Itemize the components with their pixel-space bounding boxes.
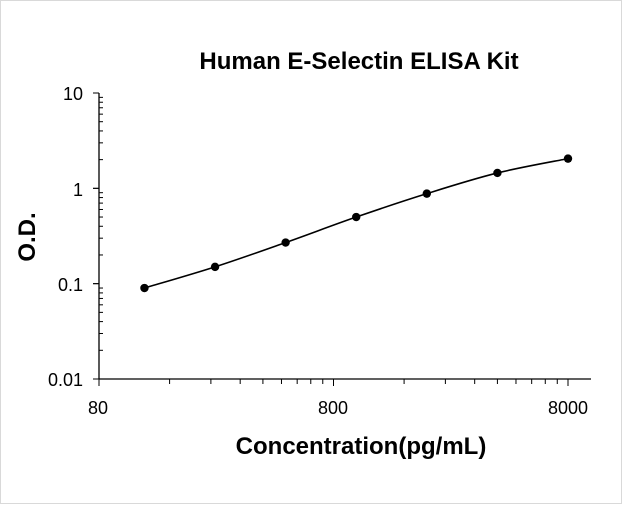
data-point-4000 [493, 168, 502, 178]
x-tick-label-800: 800 [318, 398, 348, 418]
y-minor-ticks [93, 92, 103, 380]
y-tick-label-1: 1 [73, 180, 83, 200]
axes [98, 93, 591, 380]
data-points [140, 154, 573, 293]
x-tick-label-80: 80 [88, 398, 108, 418]
x-axis-label: Concentration(pg/mL) [236, 433, 487, 460]
chart-title: Human E-Selectin ELISA Kit [199, 48, 518, 75]
y-tick-label-0.01: 0.01 [48, 370, 83, 390]
data-point-2000 [422, 189, 432, 198]
fit-curve [144, 157, 569, 289]
y-tick-label-0.1: 0.1 [58, 275, 83, 295]
y-tick-label-10: 10 [63, 84, 83, 104]
data-point-500 [281, 238, 290, 247]
data-point-125 [140, 283, 149, 293]
data-point-1000 [352, 212, 361, 222]
y-axis-label: O.D. [14, 212, 41, 261]
data-point-250 [210, 262, 220, 272]
x-tick-label-8000: 8000 [548, 398, 588, 418]
x-minor-ticks [98, 379, 569, 386]
data-point-8000 [563, 154, 573, 163]
